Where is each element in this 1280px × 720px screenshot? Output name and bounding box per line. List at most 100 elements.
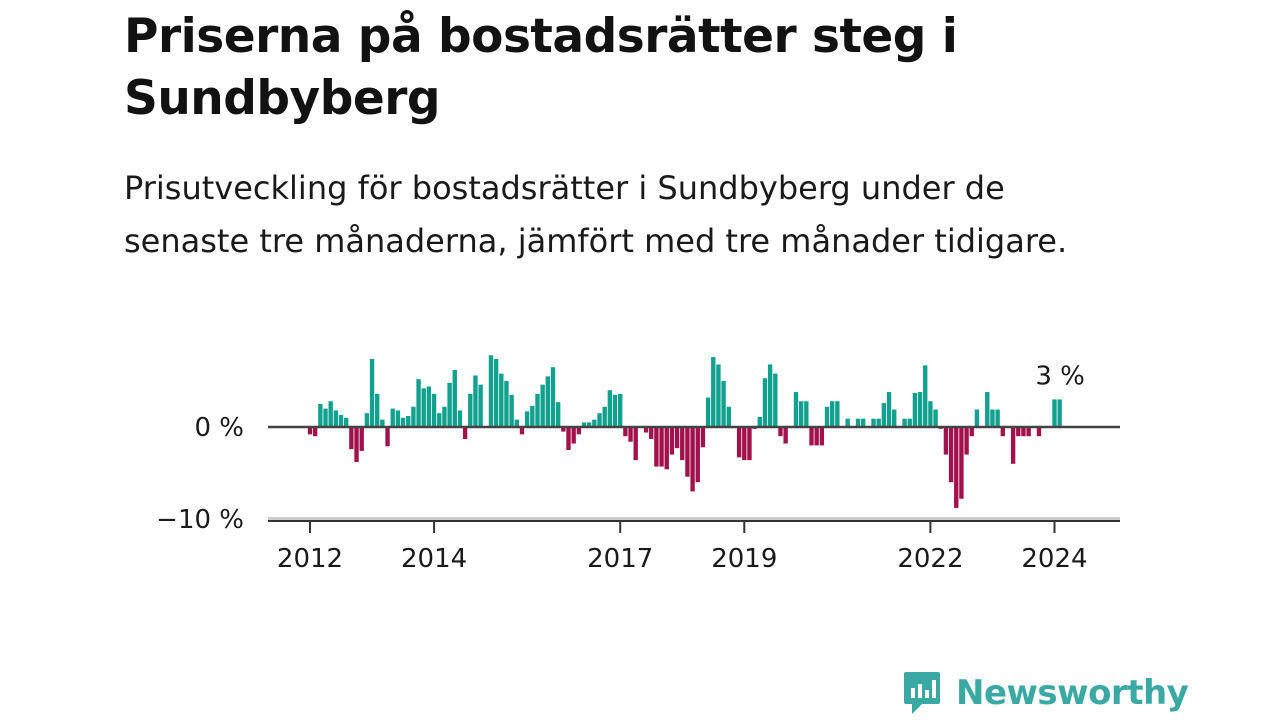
bar bbox=[923, 365, 928, 427]
bar bbox=[555, 402, 561, 427]
bar bbox=[349, 427, 354, 450]
bar bbox=[695, 427, 700, 483]
bar bbox=[566, 427, 571, 450]
bar bbox=[468, 393, 473, 427]
bar bbox=[881, 403, 887, 427]
chart-title: Priserna på bostadsrätter steg i Sundbyb… bbox=[124, 9, 958, 126]
bar bbox=[364, 413, 370, 427]
bar bbox=[618, 393, 623, 427]
bar bbox=[462, 427, 468, 439]
bar bbox=[757, 416, 762, 427]
bar bbox=[504, 381, 509, 427]
bar bbox=[338, 415, 344, 427]
bar bbox=[669, 427, 675, 455]
bar bbox=[995, 409, 1000, 427]
x-tick-label: 2024 bbox=[1021, 544, 1087, 574]
bar bbox=[742, 427, 747, 461]
chart-subtitle: Prisutveckling för bostadsrätter i Sundb… bbox=[124, 169, 1068, 260]
bar-group bbox=[307, 355, 1062, 508]
bar bbox=[375, 393, 380, 427]
bar bbox=[633, 427, 638, 461]
bar bbox=[592, 419, 597, 427]
bar bbox=[478, 384, 483, 427]
bar bbox=[928, 401, 933, 427]
bar-chart: 0 % −10 % 2012 2014 2017 2019 2022 2024 3 % bbox=[156, 355, 1120, 574]
bar bbox=[628, 427, 633, 442]
bar bbox=[395, 410, 401, 427]
bar bbox=[385, 427, 390, 447]
bar bbox=[762, 378, 768, 427]
bar bbox=[871, 418, 876, 427]
bar bbox=[545, 376, 551, 427]
bar bbox=[514, 419, 519, 427]
bar bbox=[809, 427, 814, 446]
bar bbox=[411, 406, 416, 427]
bar bbox=[354, 427, 359, 462]
bar bbox=[457, 410, 463, 427]
bar bbox=[783, 427, 788, 444]
bar bbox=[917, 392, 923, 427]
y-tick-label: −10 % bbox=[156, 505, 244, 535]
bar bbox=[571, 427, 576, 444]
bar bbox=[674, 427, 680, 449]
bar bbox=[773, 373, 778, 427]
bar bbox=[359, 427, 364, 451]
bar bbox=[612, 394, 618, 427]
bar bbox=[390, 408, 395, 427]
bar bbox=[886, 392, 892, 427]
bar bbox=[421, 388, 426, 427]
bar bbox=[307, 427, 313, 435]
bar bbox=[369, 358, 375, 427]
bar bbox=[933, 409, 938, 427]
bar bbox=[1026, 427, 1031, 437]
last-value-label: 3 % bbox=[1035, 361, 1085, 391]
bar bbox=[700, 427, 706, 448]
x-tick-label: 2017 bbox=[587, 544, 653, 574]
bar bbox=[876, 418, 881, 427]
bar bbox=[473, 375, 478, 427]
x-tick-label: 2012 bbox=[277, 544, 343, 574]
bar bbox=[561, 427, 566, 432]
bar bbox=[323, 408, 328, 427]
bar bbox=[845, 418, 850, 427]
bar bbox=[344, 417, 349, 427]
bar bbox=[535, 393, 540, 427]
bar bbox=[1057, 399, 1062, 427]
bar bbox=[793, 392, 799, 427]
bar bbox=[824, 406, 830, 427]
y-tick-label: 0 % bbox=[194, 413, 244, 443]
bar bbox=[649, 427, 654, 439]
bar bbox=[1010, 427, 1016, 464]
x-tick-label: 2014 bbox=[401, 544, 467, 574]
bar bbox=[437, 413, 442, 427]
bar bbox=[659, 427, 664, 467]
bar bbox=[587, 422, 592, 427]
bar bbox=[798, 401, 804, 427]
bar bbox=[1036, 427, 1042, 437]
bar bbox=[1021, 427, 1026, 437]
bar bbox=[721, 381, 726, 427]
bar bbox=[804, 401, 809, 427]
bar bbox=[835, 401, 840, 427]
bar bbox=[954, 427, 959, 508]
newsworthy-logo-text: Newsworthy bbox=[956, 673, 1189, 713]
bar bbox=[959, 427, 964, 499]
bar bbox=[597, 413, 602, 427]
bar bbox=[519, 427, 525, 435]
bar bbox=[726, 406, 731, 427]
bar bbox=[1000, 427, 1005, 437]
bar bbox=[493, 358, 499, 427]
bar bbox=[829, 401, 835, 427]
bar bbox=[664, 427, 669, 470]
bar bbox=[855, 418, 861, 427]
bar bbox=[943, 427, 949, 455]
bar bbox=[711, 357, 716, 427]
bar bbox=[602, 406, 607, 427]
x-axis: 2012 2014 2017 2019 2022 2024 bbox=[277, 521, 1088, 574]
bar bbox=[716, 364, 721, 427]
bar bbox=[406, 415, 411, 427]
bar bbox=[819, 427, 825, 446]
bar bbox=[540, 384, 545, 427]
bar bbox=[861, 418, 866, 427]
bar bbox=[581, 422, 587, 427]
